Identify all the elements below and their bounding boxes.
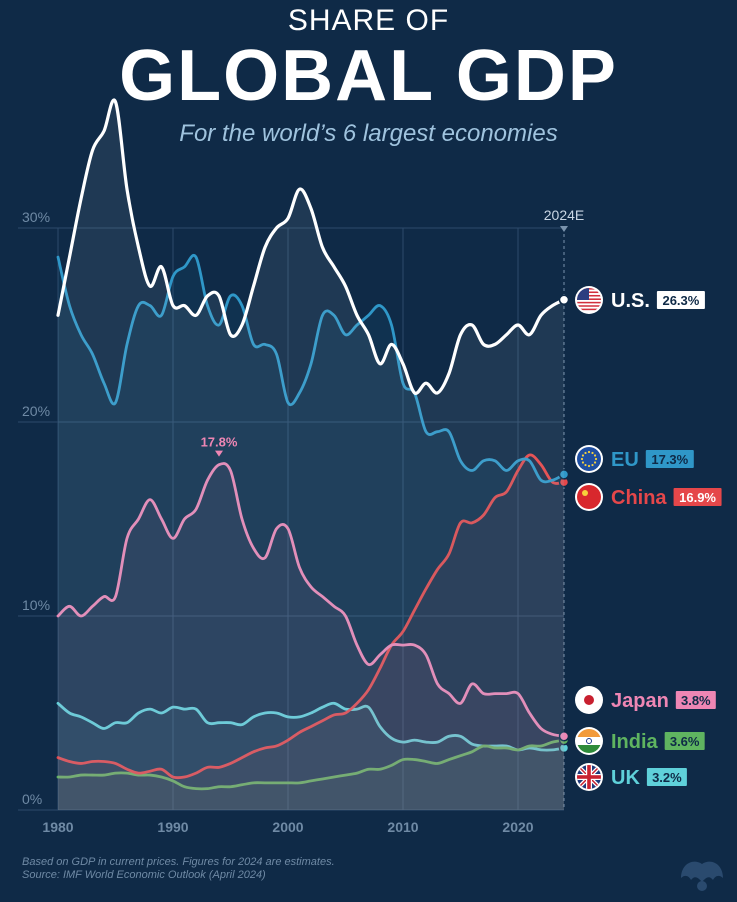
series-line-japan [56, 462, 566, 738]
eu-star [580, 457, 584, 461]
eu-star [581, 461, 585, 464]
us-stripe [577, 305, 601, 307]
legend-value-badge [675, 691, 716, 709]
estimate-marker-label: 2024E [544, 207, 584, 223]
x-tick-label: 2020 [502, 819, 533, 835]
series-line-eu [56, 254, 566, 484]
series-area-uk [58, 703, 564, 810]
x-tick-label: 1980 [42, 819, 73, 835]
eu-star [581, 454, 585, 457]
footnote-note: Based on GDP in current prices. Figures … [22, 856, 335, 868]
us-flag-icon [575, 286, 603, 314]
china-field [577, 485, 601, 509]
china-flag-icon [575, 483, 603, 511]
y-tick-label: 30% [22, 209, 50, 225]
series-area-india [58, 740, 564, 810]
legend-label-us: U.S. [611, 290, 650, 312]
legend-value-label: 26.3% [662, 293, 699, 308]
peak-annotation-label: 17.8% [201, 435, 238, 450]
eu-field [577, 447, 601, 471]
x-tick-label: 1990 [157, 819, 188, 835]
india-flag-icon [575, 727, 603, 755]
series-line-us [56, 98, 566, 396]
eu-star [584, 451, 587, 455]
series-endpoint-eu [558, 469, 570, 480]
eu-star [591, 451, 594, 455]
japan-disc [584, 695, 594, 705]
us-stripe [577, 303, 601, 306]
uk-flag-icon [575, 763, 603, 791]
y-tick-label: 20% [22, 403, 50, 419]
uk-cross-red [587, 765, 591, 789]
india-band [577, 745, 601, 753]
eu-star [593, 461, 597, 464]
eu-star [593, 454, 597, 457]
eu-star [584, 463, 587, 467]
japan-flag-icon [575, 686, 603, 714]
us-stripe [577, 301, 601, 304]
legend-value-label: 17.3% [651, 452, 688, 467]
us-stripe [577, 300, 601, 302]
series-endpoint-japan [558, 731, 570, 742]
eu-flag-icon [575, 445, 603, 473]
series-area-eu [58, 255, 564, 811]
series-area-japan [58, 463, 564, 810]
legend-label-china: China [611, 487, 667, 509]
subtitle: For the world’s 6 largest economies [179, 120, 558, 147]
legend-label-uk: UK [611, 767, 640, 789]
series-line-india [56, 738, 566, 791]
publisher-logo-icon [681, 861, 723, 891]
footnote: Based on GDP in current prices. Figures … [22, 856, 335, 882]
y-tick-label: 10% [22, 597, 50, 613]
page-title: GLOBAL GDP [119, 36, 618, 116]
eu-star [594, 457, 598, 461]
legend-value-label: 3.2% [652, 770, 682, 785]
y-tick-label: 0% [22, 791, 42, 807]
eu-star [587, 464, 591, 468]
legend-value-label: 3.6% [670, 734, 700, 749]
us-stripe [577, 306, 601, 309]
eu-star [591, 463, 594, 467]
legend-value-badge [656, 291, 705, 309]
peak-annotation-arrow [215, 450, 223, 457]
series-area-china [58, 454, 564, 810]
series-area-us [58, 100, 564, 810]
eu-star [587, 450, 591, 454]
x-tick-label: 2010 [387, 819, 418, 835]
india-wheel [586, 738, 592, 744]
china-star [582, 490, 588, 496]
footnote-source: Source: IMF World Economic Outlook (Apri… [22, 869, 266, 881]
legend-value-badge [646, 768, 687, 786]
legend-label-japan: Japan [611, 690, 669, 712]
us-stripe [577, 308, 601, 311]
india-band [577, 729, 601, 737]
india-band [577, 737, 601, 745]
legend-value-badge [664, 732, 705, 750]
legend-value-badge [673, 488, 722, 506]
series-line-china [56, 453, 566, 780]
legend-value-label: 16.9% [679, 490, 716, 505]
series-endpoint-us [558, 294, 570, 306]
legend-value-badge [645, 450, 694, 468]
legend-label-india: India [611, 731, 659, 753]
us-canton [577, 288, 589, 300]
estimate-marker-arrow [560, 226, 568, 232]
x-tick-label: 2000 [272, 819, 303, 835]
legend-value-label: 3.8% [681, 693, 711, 708]
us-stripe [577, 310, 601, 312]
title-top: SHARE OF [287, 4, 450, 37]
legend-label-eu: EU [611, 449, 639, 471]
